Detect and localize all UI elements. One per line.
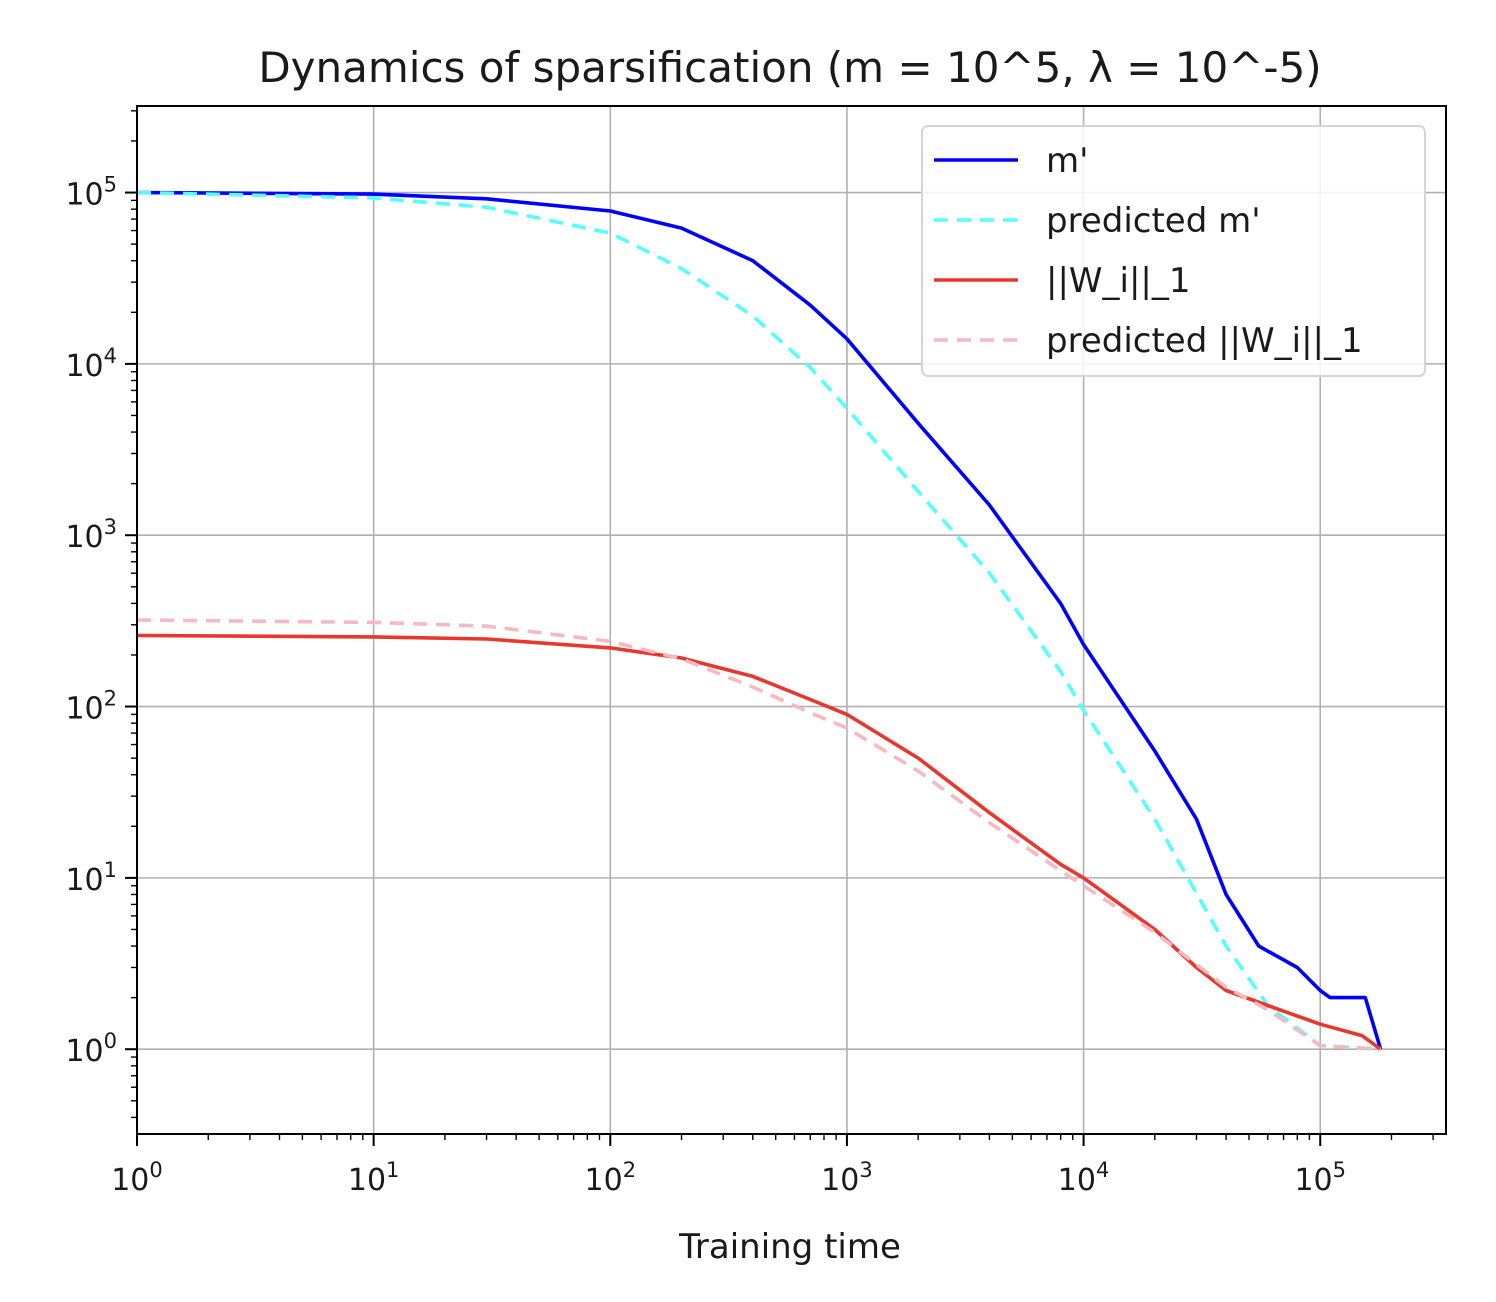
tick-label-base: 10 (111, 1163, 149, 1198)
series-line-1 (136, 190, 1383, 1050)
tick-label-base: 10 (65, 863, 103, 898)
axis-ticks (125, 110, 1434, 1146)
y-tick-label: 100 (65, 1029, 117, 1069)
tick-label-exponent: 5 (104, 173, 117, 197)
plot-frame (136, 105, 1447, 1135)
tick-label-exponent: 3 (104, 515, 117, 539)
tick-label-base: 10 (65, 1034, 103, 1069)
y-tick-label: 101 (65, 858, 117, 898)
series-line-3 (136, 633, 1382, 1051)
x-tick-labels: 100 101 102 103 104 105 (111, 1158, 1346, 1198)
y-tick-label: 105 (65, 173, 117, 213)
tick-label-base: 10 (585, 1163, 623, 1198)
tick-label-base: 10 (348, 1163, 386, 1198)
tick-label-exponent: 0 (149, 1158, 162, 1182)
tick-label-exponent: 4 (1096, 1158, 1109, 1182)
series-line-2 (136, 190, 1381, 1051)
legend-label: predicted ||W_i||_1 (1046, 321, 1363, 361)
series-layer (136, 190, 1383, 1051)
x-tick-label: 102 (585, 1158, 637, 1198)
tick-label-exponent: 5 (1333, 1158, 1346, 1182)
legend-label: ||W_i||_1 (1046, 261, 1191, 301)
x-tick-label: 100 (111, 1158, 163, 1198)
y-tick-label: 102 (65, 687, 117, 727)
legend-label: predicted m' (1046, 201, 1261, 241)
x-axis-label: Training time (678, 1227, 901, 1267)
chart-title: Dynamics of sparsification (m = 10^5, λ … (258, 43, 1321, 92)
tick-label-base: 10 (65, 178, 103, 213)
legend: m' predicted m' ||W_i||_1 predicted ||W_i||… (921, 125, 1426, 377)
tick-label-base: 10 (65, 349, 103, 384)
x-tick-label: 104 (1058, 1158, 1110, 1198)
tick-label-exponent: 3 (859, 1158, 872, 1182)
tick-label-exponent: 1 (386, 1158, 399, 1182)
tick-label-exponent: 4 (104, 344, 117, 368)
tick-label-base: 10 (65, 520, 103, 555)
tick-label-exponent: 2 (623, 1158, 636, 1182)
legend-box (921, 125, 1426, 377)
y-tick-label: 104 (65, 344, 117, 384)
tick-label-base: 10 (65, 692, 103, 727)
x-tick-label: 103 (821, 1158, 873, 1198)
tick-label-exponent: 1 (104, 858, 117, 882)
tick-label-base: 10 (821, 1163, 859, 1198)
tick-label-base: 10 (1294, 1163, 1332, 1198)
x-tick-label: 101 (348, 1158, 400, 1198)
y-tick-label: 103 (65, 515, 117, 555)
series-line-4 (136, 618, 1381, 1051)
x-tick-label: 105 (1294, 1158, 1346, 1198)
legend-label: m' (1046, 141, 1088, 181)
tick-label-exponent: 0 (104, 1029, 117, 1053)
tick-label-exponent: 2 (104, 687, 117, 711)
tick-label-base: 10 (1058, 1163, 1096, 1198)
